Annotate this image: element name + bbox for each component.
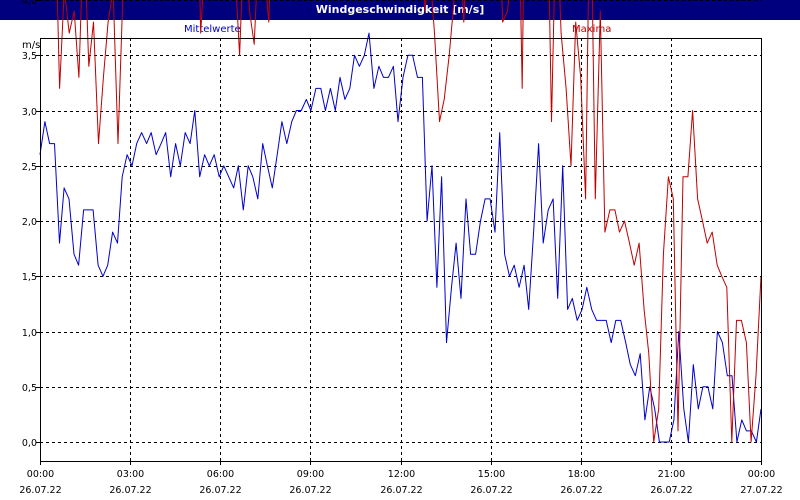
y-tick-label: 3,5: [22, 51, 37, 62]
x-tick-date: 26.07.22: [650, 485, 692, 496]
y-tick-label: 3,0: [22, 107, 37, 118]
x-tick-time: 18:00: [568, 469, 595, 480]
legend-maxima: Maxima: [572, 24, 612, 35]
x-tick-date: 26.07.22: [289, 485, 331, 496]
x-tick-time: 06:00: [207, 469, 234, 480]
y-axis-unit: m/s: [22, 40, 41, 51]
y-tick-label: 0,0: [22, 438, 37, 449]
y-axis-ticks: 0,00,51,01,52,02,53,03,54,04,55,05,56,06…: [22, 0, 40, 449]
x-tick-time: 00:00: [748, 469, 775, 480]
y-tick-label: 0,5: [22, 383, 37, 394]
series-lines: [39, 0, 762, 443]
x-tick-time: 00:00: [27, 469, 54, 480]
x-axis-ticks: 00:00 26.07.22 03:00 26.07.22 06:00 26.07.22 0…: [19, 461, 783, 496]
x-tick-date: 26.07.22: [470, 485, 512, 496]
y-tick-label: 1,5: [22, 272, 37, 283]
x-tick-time: 15:00: [478, 469, 505, 480]
chart-title: Windgeschwindigkeit [m/s]: [315, 3, 485, 16]
series-line-maxima: [56, 0, 762, 443]
x-tick-date: 26.07.22: [199, 485, 241, 496]
x-tick-date: 26.07.22: [380, 485, 422, 496]
x-tick-date: 26.07.22: [560, 485, 602, 496]
x-tick-date: 26.07.22: [109, 485, 151, 496]
grid-lines: [40, 0, 761, 461]
y-tick-label: 1,0: [22, 328, 37, 339]
y-tick-label: 2,0: [22, 217, 37, 228]
plot-border: [40, 38, 762, 462]
x-tick-time: 09:00: [297, 469, 324, 480]
y-tick-label: 4,0: [22, 0, 37, 7]
x-tick-time: 03:00: [117, 469, 144, 480]
x-tick-time: 12:00: [388, 469, 415, 480]
series-line-mittelwerte: [39, 32, 762, 443]
x-tick-date: 27.07.22: [740, 485, 782, 496]
plot-area: [40, 38, 761, 461]
x-tick-time: 21:00: [658, 469, 685, 480]
legend-mittelwerte: Mittelwerte: [184, 24, 241, 35]
y-tick-label: 2,5: [22, 162, 37, 173]
x-tick-date: 26.07.22: [19, 485, 61, 496]
